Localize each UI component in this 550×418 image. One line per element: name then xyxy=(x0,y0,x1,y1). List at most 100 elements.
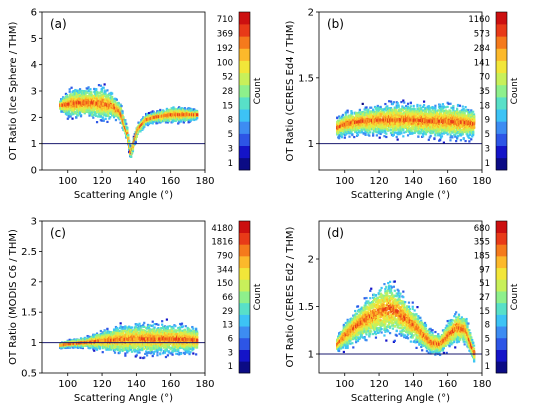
density-cell xyxy=(76,89,79,92)
density-cell xyxy=(126,130,129,133)
density-cell xyxy=(400,130,403,134)
density-cell xyxy=(137,130,140,133)
density-cell xyxy=(372,127,376,130)
density-cell xyxy=(364,132,367,135)
density-cell xyxy=(397,105,400,109)
density-cell xyxy=(383,123,386,126)
density-cell xyxy=(390,109,394,112)
density-cell xyxy=(95,114,98,118)
density-cell xyxy=(397,104,400,107)
density-cell xyxy=(82,109,85,112)
density-cell xyxy=(353,135,356,139)
colorbar-title: Count xyxy=(253,77,263,104)
density-cell xyxy=(195,118,198,121)
density-cell xyxy=(95,88,98,91)
density-cell xyxy=(395,135,398,139)
density-cell xyxy=(377,109,380,112)
density-cell xyxy=(379,105,382,109)
y-tick-label: 4 xyxy=(31,60,37,71)
density-cell xyxy=(88,94,91,97)
density-cell xyxy=(75,116,78,119)
density-cell xyxy=(73,96,76,99)
density-cell xyxy=(119,107,122,110)
density-cell xyxy=(71,96,74,99)
density-cell xyxy=(112,101,115,104)
density-cell xyxy=(94,107,97,110)
density-cell xyxy=(72,93,75,96)
density-cell xyxy=(66,113,69,116)
density-cell xyxy=(83,110,86,113)
density-cell xyxy=(396,102,399,105)
density-cell xyxy=(129,155,133,158)
colorbar-segment xyxy=(239,60,250,74)
density-cell xyxy=(376,110,379,113)
colorbar-segment xyxy=(239,36,250,49)
density-cell xyxy=(396,110,399,113)
density-cell xyxy=(106,89,109,92)
density-cell xyxy=(376,114,379,117)
colorbar-tick-label: 100 xyxy=(217,58,233,68)
density-cell xyxy=(383,115,386,118)
x-tick-label: 120 xyxy=(93,176,112,187)
density-cell xyxy=(127,133,130,137)
density-cell xyxy=(91,113,94,116)
y-tick-label: 1 xyxy=(31,139,37,150)
density-cell xyxy=(340,116,344,119)
density-cell xyxy=(91,114,94,118)
density-cell xyxy=(195,116,199,120)
density-cell xyxy=(152,110,155,113)
density-cell xyxy=(84,94,87,97)
density-cell xyxy=(344,130,347,134)
density-cell xyxy=(135,135,138,138)
density-cell xyxy=(75,97,78,100)
density-cell xyxy=(366,117,369,120)
density-cell xyxy=(87,89,90,93)
density-cell xyxy=(361,110,364,114)
density-cell xyxy=(179,120,183,123)
density-cell xyxy=(379,107,382,110)
density-cell xyxy=(367,132,370,135)
density-cell xyxy=(370,106,373,109)
density-cell xyxy=(183,107,186,110)
density-layer xyxy=(336,99,476,144)
density-cell xyxy=(133,143,136,146)
density-cell xyxy=(100,97,103,100)
density-cell xyxy=(101,117,104,120)
x-axis-label: Scattering Angle (°) xyxy=(74,190,173,201)
density-core xyxy=(195,113,199,117)
x-tick-label: 100 xyxy=(58,176,77,187)
density-cell xyxy=(336,116,339,120)
density-cell xyxy=(64,96,68,100)
density-cell xyxy=(106,120,109,124)
density-cell xyxy=(363,113,366,117)
density-cell xyxy=(382,117,385,120)
density-cell xyxy=(77,96,80,99)
density-cell xyxy=(367,109,370,112)
density-cell xyxy=(93,97,96,101)
density-cell xyxy=(159,108,162,112)
density-cell xyxy=(346,109,349,112)
density-cell xyxy=(95,93,99,96)
density-cell xyxy=(80,96,84,99)
density-cell xyxy=(368,134,371,137)
density-cell xyxy=(396,133,399,136)
density-cell xyxy=(116,103,119,106)
density-cell xyxy=(359,111,362,114)
density-cell xyxy=(141,117,144,121)
density-cell xyxy=(72,90,75,93)
density-cell xyxy=(367,112,370,115)
density-cell xyxy=(117,101,120,105)
density-cell xyxy=(397,112,400,115)
colorbar-tick-label: 52 xyxy=(222,73,233,83)
density-cell xyxy=(96,115,100,118)
density-cell xyxy=(385,135,388,139)
density-cell xyxy=(78,95,82,98)
density-cell xyxy=(100,87,103,91)
density-cell xyxy=(122,116,125,119)
density-cell xyxy=(378,130,381,133)
density-cell xyxy=(343,136,346,139)
density-cell xyxy=(338,115,341,118)
density-cell xyxy=(104,92,107,95)
